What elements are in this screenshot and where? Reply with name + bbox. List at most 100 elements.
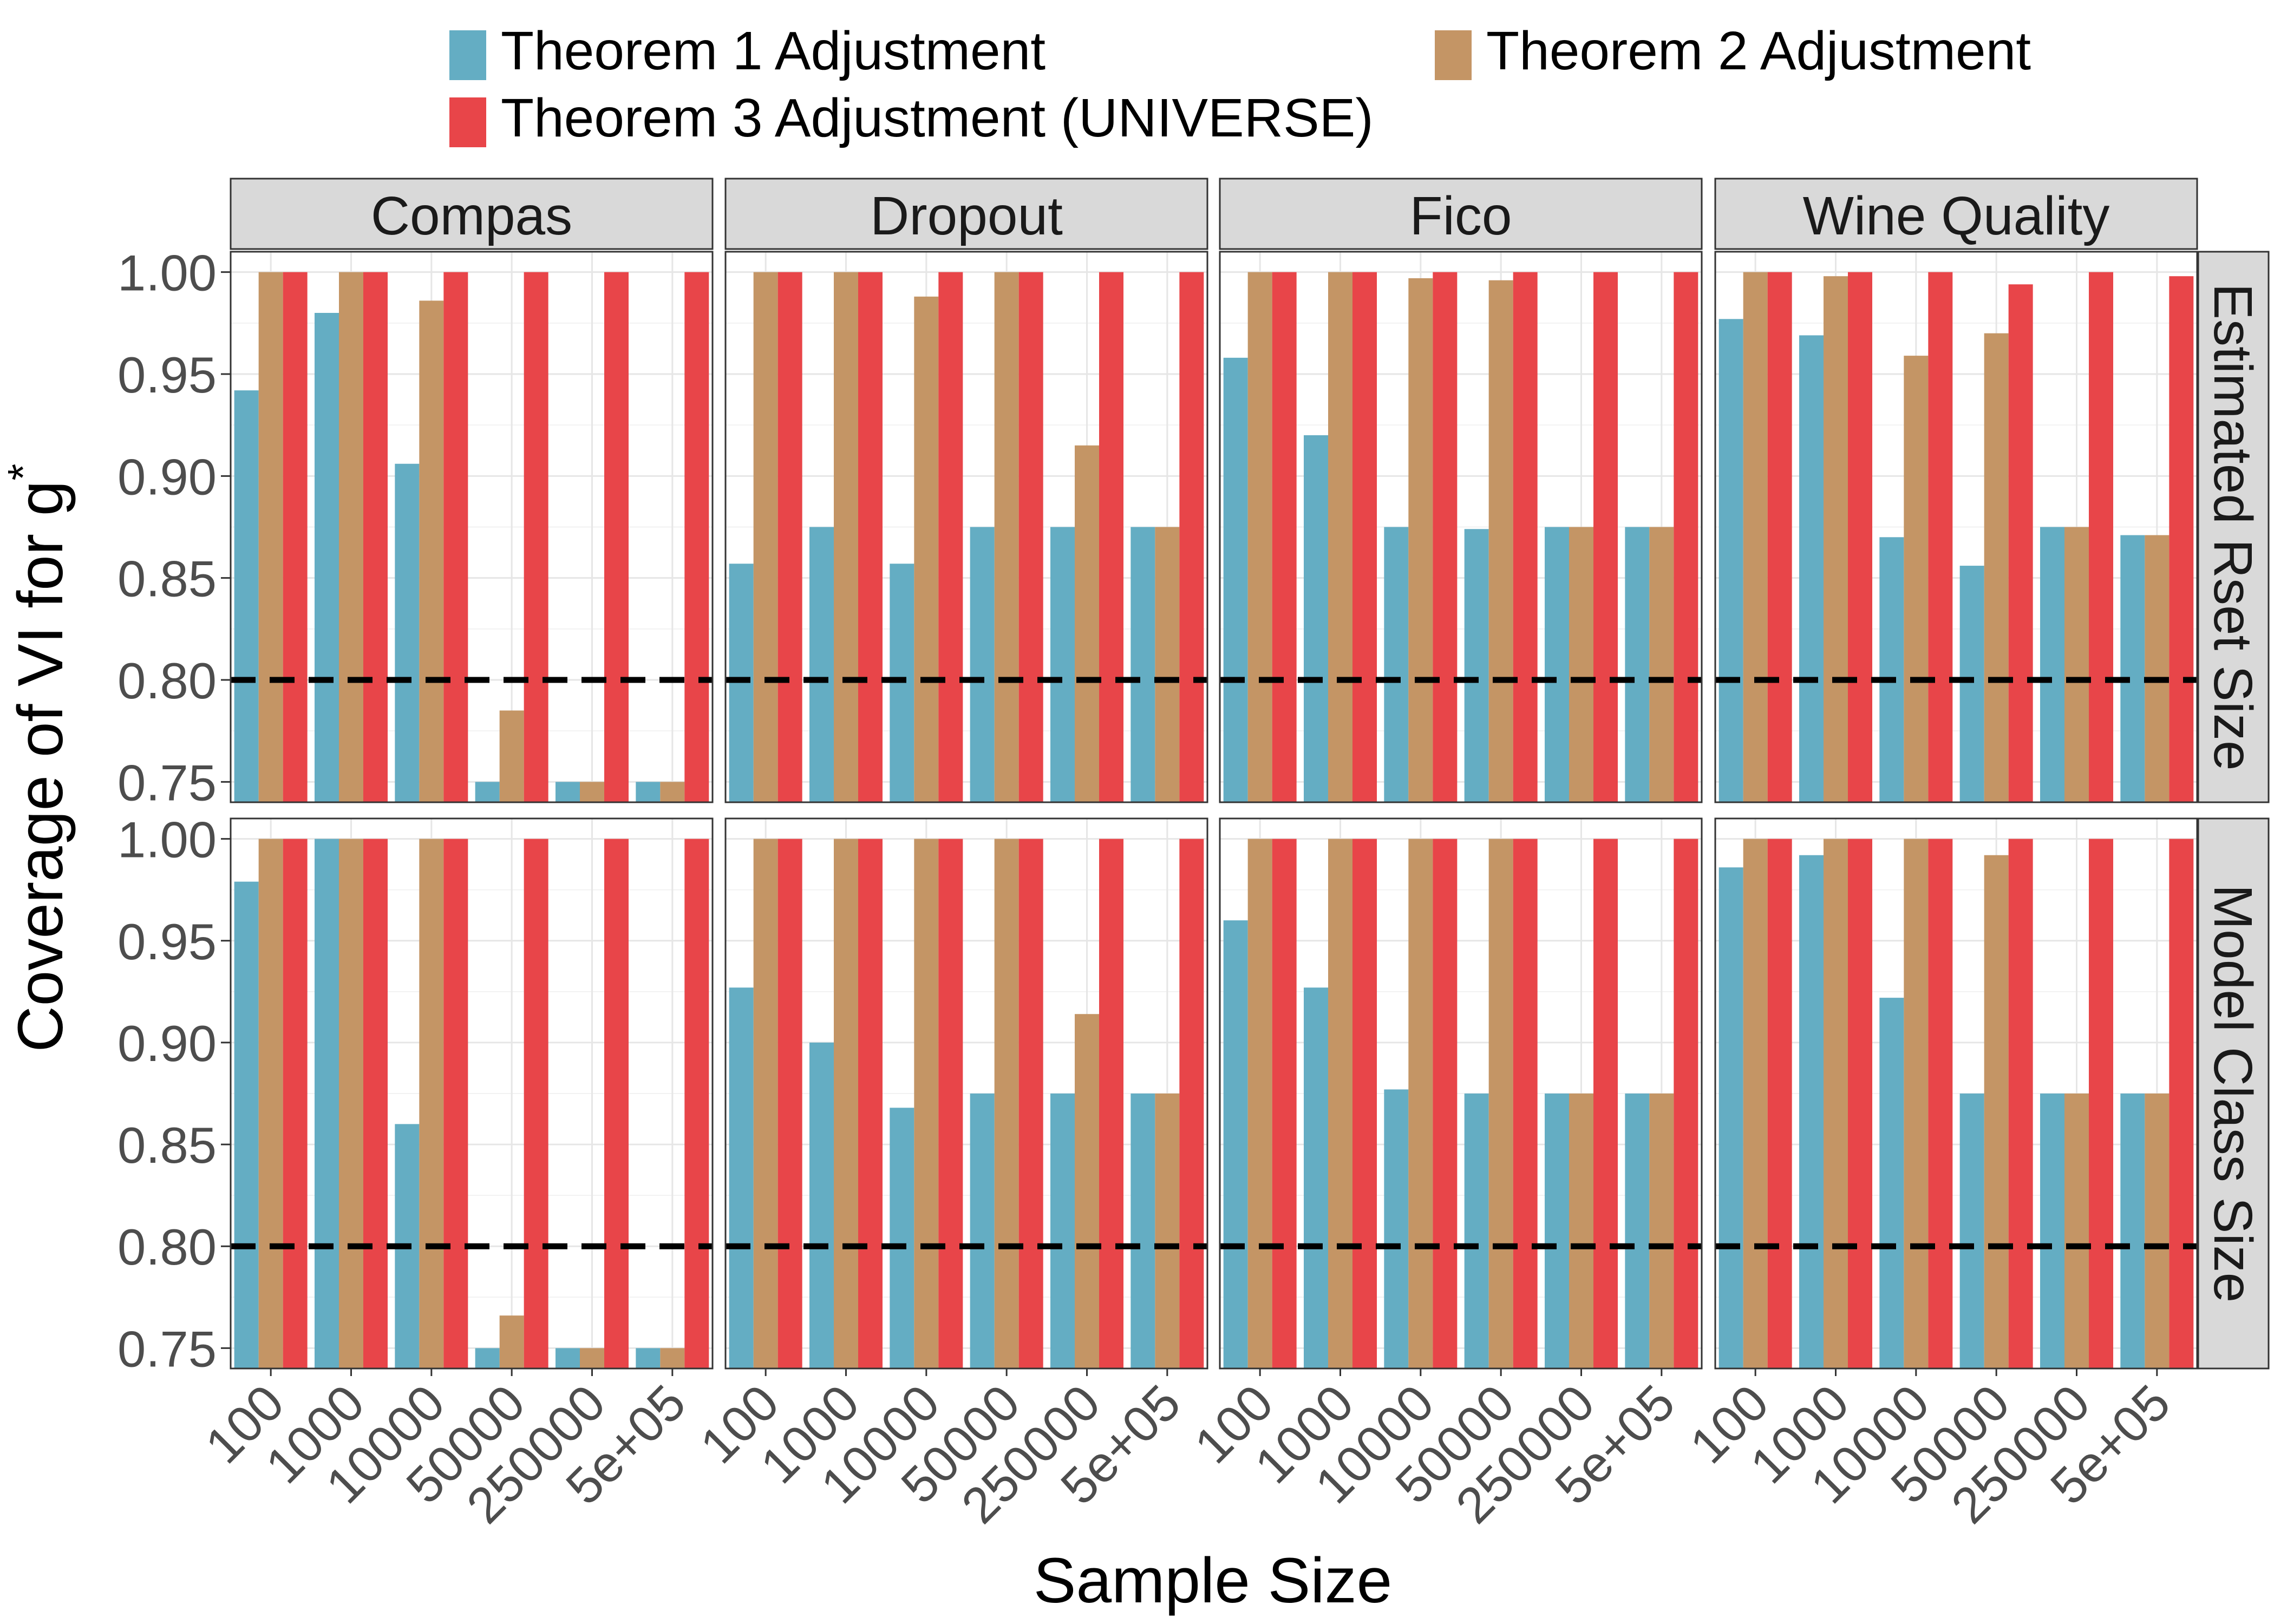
facet-label-wine-quality: Wine Quality <box>1803 186 2110 246</box>
bar-t2-5e-05 <box>660 1348 685 1368</box>
x-axis-title: Sample Size <box>1034 1545 1392 1616</box>
legend-swatch-t2 <box>1435 30 1472 80</box>
bar-t1-250000 <box>556 782 580 802</box>
bar-t3-5e-05 <box>1674 839 1698 1368</box>
bar-t2-250000 <box>580 782 604 802</box>
bar-t2-250000 <box>2064 527 2089 802</box>
y-axis-title-text: Coverage of VI for g <box>5 481 76 1052</box>
bar-t2-250000 <box>1075 445 1099 802</box>
bar-t2-250000 <box>580 1348 604 1368</box>
bar-t3-100 <box>777 839 802 1368</box>
bar-t3-1000 <box>1352 839 1377 1368</box>
panel-wine-quality-estimated-rset-size <box>1714 251 2198 803</box>
bar-t3-10000 <box>938 272 963 803</box>
bar-t2-5e-05 <box>2145 1093 2170 1368</box>
bar-t2-100 <box>753 272 778 803</box>
bar-t1-10000 <box>395 463 420 802</box>
bar-t3-50000 <box>1513 839 1538 1368</box>
bar-t3-1000 <box>363 272 388 803</box>
bar-t1-1000 <box>1304 987 1328 1368</box>
bar-t1-5e-05 <box>1131 1093 1155 1368</box>
bar-t1-50000 <box>475 782 500 802</box>
panel-border <box>1219 251 1703 803</box>
panel-dropout-model-class-size <box>724 817 1208 1370</box>
legend: Theorem 1 Adjustment Theorem 2 Adjustment… <box>449 21 2031 148</box>
bar-t3-5e-05 <box>1179 272 1204 803</box>
bar-t1-250000 <box>1545 527 1569 802</box>
y-tick-label: 0.75 <box>117 754 217 811</box>
y-tick-label: 0.75 <box>117 1320 217 1377</box>
bar-t2-1000 <box>1328 272 1352 803</box>
bar-t2-10000 <box>1408 278 1433 802</box>
legend-label-t2: Theorem 2 Adjustment <box>1486 21 2031 81</box>
bar-t1-50000 <box>475 1348 500 1368</box>
bar-t1-1000 <box>1799 855 1824 1368</box>
bar-t3-250000 <box>604 272 629 803</box>
bar-t2-10000 <box>419 839 444 1368</box>
bar-t3-5e-05 <box>2169 276 2194 802</box>
bar-t1-100 <box>1718 867 1743 1368</box>
bar-t3-50000 <box>2008 839 2033 1368</box>
facet-panels: Compas Dropout Fico Wine Quality Estimated R… <box>117 178 2270 1534</box>
bar-t1-250000 <box>1050 527 1075 802</box>
bar-t3-1000 <box>858 839 883 1368</box>
legend-label-t3: Theorem 3 Adjustment (UNIVERSE) <box>501 88 1374 148</box>
bar-t1-250000 <box>556 1348 580 1368</box>
bar-t3-100 <box>1767 839 1792 1368</box>
bar-t1-100 <box>234 390 259 802</box>
bar-t3-10000 <box>1928 839 1953 1368</box>
bar-t2-250000 <box>1569 1093 1593 1368</box>
bar-t2-1000 <box>1328 839 1352 1368</box>
panel-fico-estimated-rset-size <box>1219 251 1703 803</box>
bar-t1-1000 <box>315 839 339 1368</box>
panel-border <box>1219 817 1703 1370</box>
y-tick-label: 1.00 <box>117 811 217 868</box>
panel-border <box>1714 817 2198 1370</box>
bar-t3-100 <box>283 839 308 1368</box>
y-tick-label: 0.85 <box>117 1117 217 1174</box>
y-tick-label: 0.95 <box>117 913 217 970</box>
bar-t1-50000 <box>970 527 995 802</box>
facet-strip-fico <box>1219 178 1703 250</box>
bar-t2-100 <box>1247 272 1272 803</box>
panel-border <box>724 251 1208 803</box>
bar-t1-1000 <box>809 527 834 802</box>
facet-label-compas: Compas <box>371 186 572 246</box>
bar-t1-1000 <box>315 313 339 802</box>
legend-label-t1: Theorem 1 Adjustment <box>501 21 1045 81</box>
bar-t3-100 <box>1272 839 1297 1368</box>
bar-t2-100 <box>1743 272 1768 803</box>
bar-t3-50000 <box>2008 284 2033 802</box>
bar-t2-1000 <box>339 272 363 803</box>
bar-t1-10000 <box>1384 527 1409 802</box>
bar-t1-10000 <box>890 1108 914 1368</box>
panel-compas-estimated-rset-size <box>230 251 714 803</box>
bar-t1-250000 <box>2040 1093 2064 1368</box>
bar-t1-50000 <box>1464 1093 1489 1368</box>
bar-t2-50000 <box>1984 333 2009 802</box>
bar-t1-5e-05 <box>1625 1093 1650 1368</box>
bar-t1-5e-05 <box>1131 527 1155 802</box>
y-axis-title-superscript: * <box>0 463 47 480</box>
bar-t3-250000 <box>1593 839 1618 1368</box>
bar-t1-5e-05 <box>2120 535 2145 802</box>
bar-t3-5e-05 <box>684 839 709 1368</box>
bar-t3-250000 <box>2089 272 2113 803</box>
bar-t3-10000 <box>938 839 963 1368</box>
bar-t1-100 <box>729 987 754 1368</box>
bar-t3-250000 <box>2089 839 2113 1368</box>
bar-t2-5e-05 <box>660 782 685 802</box>
bar-t2-1000 <box>834 272 858 803</box>
bar-t3-250000 <box>1099 272 1123 803</box>
bar-t2-100 <box>258 839 283 1368</box>
bar-t3-10000 <box>1433 839 1458 1368</box>
y-tick-label: 0.85 <box>117 551 217 607</box>
y-axis-title: Coverage of VI for g* <box>0 463 76 1052</box>
y-tick-label: 0.90 <box>117 448 217 505</box>
facet-strip-dropout <box>724 178 1208 250</box>
bar-t2-1000 <box>1824 276 1848 802</box>
row-label-estimated-rset-size: Estimated Rset Size <box>2203 283 2263 770</box>
bar-t3-50000 <box>1018 839 1043 1368</box>
panel-wine-quality-model-class-size <box>1714 817 2198 1370</box>
bar-t2-5e-05 <box>1155 527 1180 802</box>
